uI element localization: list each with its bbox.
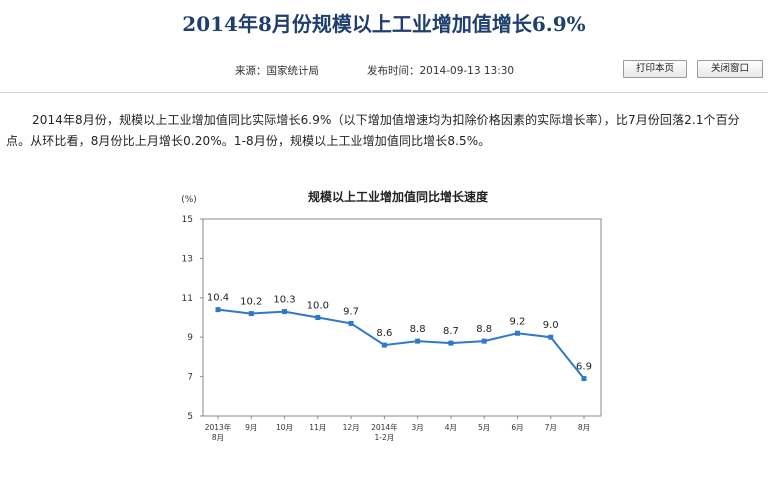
article-meta: 来源：国家统计局 发布时间：2014-09-13 13:30 [0,63,768,79]
header-divider [0,92,768,93]
x-tick-label: 4月 [445,423,457,432]
data-value-label: 9.2 [510,316,526,327]
data-point-marker [381,342,387,348]
x-tick-label: 12月 [343,423,360,432]
x-tick-label: 5月 [478,423,490,432]
data-value-label: 8.8 [476,324,492,335]
x-tick-label: 3月 [411,423,423,432]
x-tick-label: 11月 [309,423,326,432]
source-text: 来源：国家统计局 [235,65,319,77]
article-body-text: 2014年8月份，规模以上工业增加值同比实际增长6.9%（以下增加值增速均为扣除… [6,113,740,148]
y-axis: 15 13 11 9 7 5 [182,215,203,422]
chart-title: 规模以上工业增加值同比增长速度 [308,189,489,204]
data-value-label: 9.7 [343,306,359,317]
x-tick-label: 1-2月 [374,433,394,442]
y-axis-unit-label: (%) [181,195,197,205]
data-value-label: 10.2 [240,297,262,308]
x-tick-label: 7月 [545,423,557,432]
series-line [217,308,585,380]
x-tick-label: 8月 [578,423,590,432]
data-value-label: 10.0 [307,301,329,312]
data-point-marker [415,338,421,344]
print-page-button[interactable]: 打印本页 [623,60,687,78]
data-value-label: 10.3 [273,295,295,306]
data-value-label: 8.6 [376,328,392,339]
data-labels: 10.4 10.2 10.3 10.0 9.7 8.6 8.8 8.7 8.8 9.2 9.0 6.9 [207,293,592,373]
data-value-label: 8.8 [410,324,426,335]
y-tick-label: 11 [182,294,193,304]
plot-area-frame [202,218,602,417]
data-point-marker [448,340,454,346]
y-tick-label: 7 [187,373,193,383]
y-tick-label: 5 [187,412,193,422]
data-value-label: 6.9 [576,362,592,373]
publish-time-text: 发布时间：2014-09-13 13:30 [367,65,515,77]
data-point-marker [248,311,254,317]
data-value-label: 8.7 [443,326,459,337]
data-point-marker [514,330,520,336]
x-tick-label: 6月 [511,423,523,432]
data-point-marker [481,338,487,344]
x-tick-label: 10月 [276,423,293,432]
series-markers [215,307,587,382]
x-tick-label: 9月 [245,423,257,432]
data-value-label: 9.0 [543,320,559,331]
chart-container: 规模以上工业增加值同比增长速度 (%) 15 13 11 9 7 5 2013年 8月 9月 1… [0,175,768,473]
data-point-marker [282,309,288,315]
data-point-marker [348,320,354,326]
data-point-marker [215,307,221,313]
y-tick-label: 13 [182,254,193,264]
close-window-button[interactable]: 关闭窗口 [697,60,763,78]
x-tick-label: 8月 [212,433,224,442]
x-tick-label: 2013年 [205,422,232,432]
page-title: 2014年8月份规模以上工业增加值增长6.9% [182,12,586,36]
data-value-label: 10.4 [207,293,229,304]
data-point-marker [548,334,554,340]
data-point-marker [581,376,587,382]
y-tick-label: 15 [182,215,193,225]
y-tick-label: 9 [187,333,193,343]
data-point-marker [315,315,321,320]
x-tick-label: 2014年 [371,422,398,432]
